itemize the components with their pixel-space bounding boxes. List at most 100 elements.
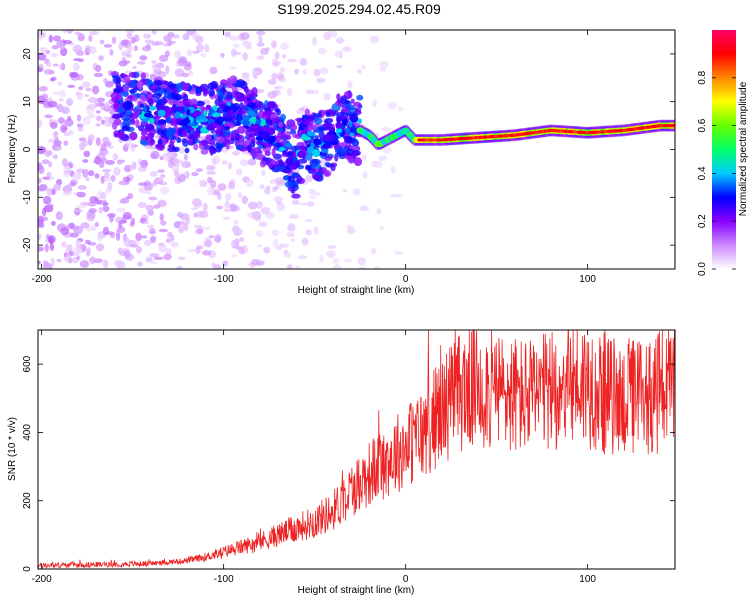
spectrogram-cell <box>73 225 83 235</box>
spectrogram-cell <box>374 160 383 169</box>
spectrogram-cell <box>220 79 228 87</box>
spectrogram-cell <box>332 263 341 269</box>
spectrogram-cell <box>145 256 153 263</box>
spectrogram-cell <box>255 230 264 238</box>
spectrogram-cell <box>235 113 243 122</box>
spectrogram-cell <box>113 166 121 176</box>
spectrogram-cell <box>290 188 296 194</box>
spectrogram-cell <box>131 118 136 126</box>
spectrogram-cell <box>217 183 225 191</box>
spectrogram-cell <box>78 86 84 91</box>
spectrogram-cell <box>45 61 52 67</box>
spectrogram-cell <box>243 247 249 252</box>
spectrogram-x-ticks: -200 -100 0 100 <box>32 30 596 285</box>
spectrogram-cell <box>327 245 337 249</box>
spectrogram-cell <box>291 172 298 178</box>
spectrogram-cell <box>198 117 209 123</box>
spectrogram-cell <box>140 159 149 169</box>
spectrogram-cell <box>153 256 164 260</box>
spectrogram-cell <box>184 147 190 154</box>
spectrogram-cell <box>143 239 152 247</box>
spectrogram-cell <box>51 188 56 195</box>
spectrogram-cell <box>187 248 197 253</box>
spectrogram-cell <box>271 103 279 110</box>
spectrogram-cell <box>102 136 110 144</box>
spectrogram-cell <box>193 110 202 117</box>
spectrogram-cell <box>181 118 191 125</box>
spectrogram-cell <box>233 238 240 247</box>
spectrogram-cell <box>186 49 193 57</box>
spectrogram-cell <box>232 227 243 236</box>
spectrogram-cell <box>216 192 222 200</box>
spectrogram-cell <box>319 254 324 263</box>
spectrogram-cell <box>179 222 188 229</box>
spectrogram-cell <box>66 30 73 34</box>
spectrogram-cell <box>140 128 150 133</box>
spectrogram-cell <box>119 200 126 204</box>
spectrogram-cell <box>170 241 179 248</box>
spectrogram-cell <box>245 89 255 99</box>
spectrogram-y-tick-label: 10 <box>22 96 33 108</box>
spectrogram-cell <box>83 150 91 158</box>
spectrogram-cell <box>94 222 100 227</box>
spectrogram-cell <box>353 101 362 107</box>
spectrogram-cell <box>81 81 91 88</box>
spectrogram-cell <box>52 154 59 160</box>
spectrogram-cell <box>259 159 267 168</box>
spectrogram-cell <box>62 40 73 44</box>
spectrogram-cell <box>260 120 266 127</box>
spectrogram-cell <box>112 153 119 161</box>
spectrogram-cell <box>208 235 215 239</box>
spectrogram-cell <box>96 115 102 122</box>
spectrogram-cell <box>59 42 65 50</box>
spectrogram-cell <box>149 105 157 111</box>
spectrogram-cell <box>77 204 87 209</box>
spectrogram-cell <box>39 47 44 52</box>
spectrogram-cell <box>232 219 239 225</box>
colorbar-tick-label: 0.0 <box>697 262 708 276</box>
spectrogram-cell <box>227 161 233 170</box>
spectrogram-cell <box>128 80 138 88</box>
spectrogram-cell <box>96 97 106 103</box>
spectrogram-cell <box>278 121 284 128</box>
spectrogram-cell <box>42 195 52 205</box>
spectrogram-cell <box>177 58 188 67</box>
spectrogram-cell <box>58 89 67 98</box>
spectrogram-cell <box>322 143 332 149</box>
spectrogram-cell <box>279 113 287 121</box>
spectrogram-cell <box>330 140 339 146</box>
spectrogram-cell <box>321 151 328 157</box>
spectrogram-cell <box>266 158 277 168</box>
spectrogram-cell <box>95 110 101 114</box>
spectrogram-cell <box>250 264 255 269</box>
spectrogram-cell <box>77 184 87 191</box>
spectrogram-cell <box>93 99 99 108</box>
spectrogram-cell <box>76 191 86 198</box>
spectrogram-x-tick-label: 100 <box>579 274 596 285</box>
spectrogram-cell <box>149 170 158 177</box>
spectrogram-cell <box>670 124 675 128</box>
spectrogram-cell <box>356 68 363 74</box>
spectrogram-cell <box>179 213 190 221</box>
spectrogram-y-tick-label: 0 <box>22 146 33 152</box>
spectrogram-cell <box>307 123 314 131</box>
spectrogram-cell <box>223 202 231 209</box>
spectrogram-cell <box>124 250 131 259</box>
spectrogram-cell <box>166 116 171 124</box>
spectrogram-cell <box>56 258 62 263</box>
spectrogram-cell <box>181 137 187 144</box>
spectrogram-cell <box>124 143 130 148</box>
spectrogram-cell <box>324 155 332 161</box>
spectrogram-cell <box>173 93 183 101</box>
spectrogram-cell <box>116 207 126 213</box>
spectrogram-cell <box>267 91 278 99</box>
spectrogram-cell <box>38 146 47 154</box>
spectrogram-cell <box>182 128 188 138</box>
spectrogram-cell <box>121 91 129 97</box>
spectrogram-cell <box>297 158 308 164</box>
spectrogram-cell <box>98 55 104 61</box>
spectrogram-cell <box>63 140 69 146</box>
spectrogram-cell <box>176 265 183 269</box>
spectrogram-cell <box>58 98 64 102</box>
